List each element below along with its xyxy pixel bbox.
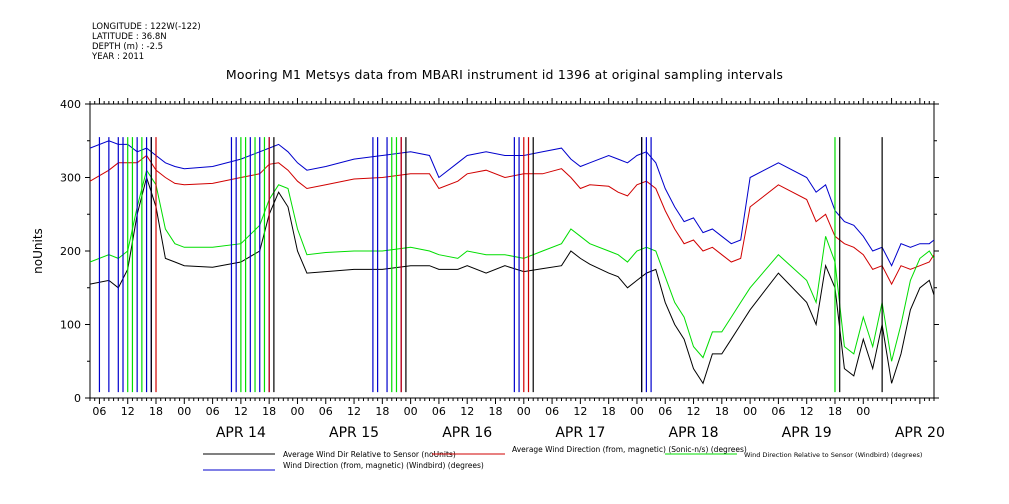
x-day-label: APR 14 (216, 425, 266, 441)
series-line-2 (89, 154, 935, 286)
x-tick-label: 06 (545, 405, 559, 418)
plot-frame (89, 103, 935, 399)
x-day-label: APR 20 (895, 425, 945, 441)
x-tick-label: 00 (404, 405, 418, 418)
x-tick-label: 12 (234, 405, 248, 418)
x-tick-label: 18 (828, 405, 842, 418)
y-tick-label: 300 (60, 172, 81, 185)
x-tick-label: 06 (319, 405, 333, 418)
x-tick-label: 06 (771, 405, 785, 418)
x-tick-label: 18 (488, 405, 502, 418)
year-text: YEAR : 2011 (92, 52, 145, 62)
x-tick-label: 12 (347, 405, 361, 418)
x-tick-label: 12 (800, 405, 814, 418)
metadata-block: LONGITUDE : 122W(-122) LATITUDE : 36.8N … (92, 22, 201, 62)
x-tick-label: 00 (630, 405, 644, 418)
x-tick-label: 06 (206, 405, 220, 418)
x-tick-label: 18 (149, 405, 163, 418)
x-tick-label: 06 (432, 405, 446, 418)
x-day-label: APR 19 (782, 425, 832, 441)
x-tick-label: 00 (856, 405, 870, 418)
y-axis-label: noUnits (31, 228, 45, 274)
x-day-label: APR 18 (669, 425, 719, 441)
longitude-text: LONGITUDE : 122W(-122) (92, 22, 201, 32)
x-tick-label: 18 (715, 405, 729, 418)
latitude-text: LATITUDE : 36.8N (92, 32, 167, 42)
legend-label: Wind Direction Relative to Sensor (Windb… (744, 451, 922, 459)
y-tick-label: 200 (60, 245, 81, 258)
y-tick-label: 0 (74, 392, 81, 405)
y-tick-label: 100 (60, 319, 81, 332)
series-line-1 (89, 175, 935, 385)
x-tick-label: 12 (121, 405, 135, 418)
legend-label: Average Wind Dir Relative to Sensor (noU… (283, 450, 456, 459)
depth-text: DEPTH (m) : -2.5 (92, 42, 164, 52)
series-line-3 (89, 168, 935, 362)
x-tick-label: 18 (262, 405, 276, 418)
legend-label: Wind Direction (from, magnetic) (Windbir… (283, 461, 484, 470)
x-day-label: APR 17 (555, 425, 605, 441)
x-tick-label: 00 (517, 405, 531, 418)
x-tick-label: 12 (687, 405, 701, 418)
x-tick-label: 18 (602, 405, 616, 418)
x-day-label: APR 16 (442, 425, 492, 441)
x-tick-label: 12 (573, 405, 587, 418)
legend-label: Average Wind Direction (from, magnetic) … (512, 445, 747, 454)
x-tick-label: 00 (177, 405, 191, 418)
chart-title: Mooring M1 Metsys data from MBARI instru… (225, 67, 784, 82)
x-tick-label: 00 (290, 405, 304, 418)
x-tick-label: 12 (460, 405, 474, 418)
y-tick-label: 400 (60, 98, 81, 111)
x-tick-label: 18 (375, 405, 389, 418)
x-tick-label: 00 (743, 405, 757, 418)
x-tick-label: 06 (658, 405, 672, 418)
x-day-label: APR 15 (329, 425, 379, 441)
x-tick-label: 06 (92, 405, 106, 418)
